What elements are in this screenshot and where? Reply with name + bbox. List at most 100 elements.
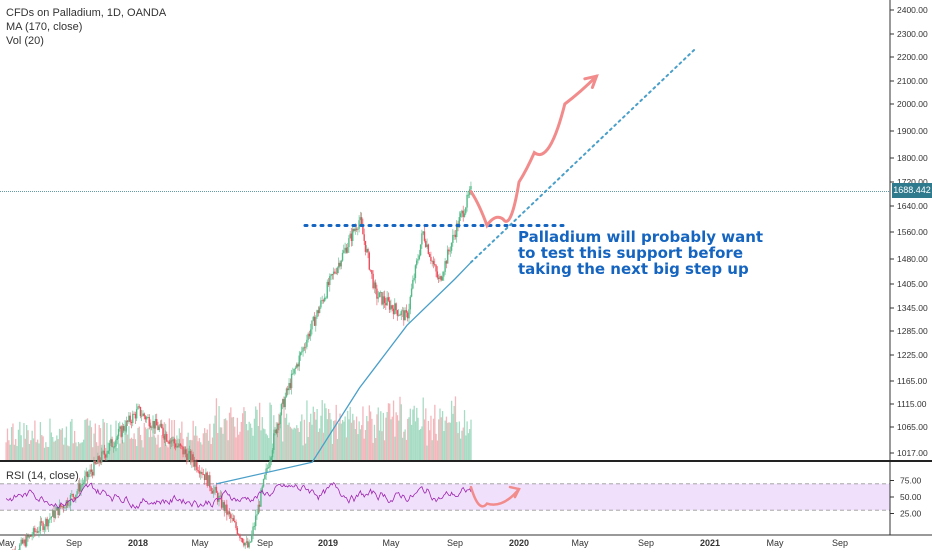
volume-bar bbox=[375, 438, 377, 460]
candle-body bbox=[203, 474, 206, 481]
candle-body bbox=[98, 456, 100, 463]
candle-body bbox=[73, 497, 76, 500]
volume-bar bbox=[61, 428, 63, 460]
candle-body bbox=[149, 426, 152, 428]
volume-bar bbox=[193, 435, 196, 460]
candle-body bbox=[184, 449, 187, 454]
volume-bar bbox=[228, 412, 231, 460]
candle-body bbox=[360, 217, 363, 225]
volume-bar bbox=[9, 444, 11, 460]
candle-body bbox=[27, 535, 29, 538]
volume-bar bbox=[412, 409, 414, 460]
candle-body bbox=[25, 535, 28, 547]
candle-body bbox=[421, 233, 423, 245]
candle-body bbox=[224, 504, 227, 512]
volume-bar bbox=[103, 422, 106, 460]
volume-bar bbox=[73, 430, 76, 460]
candle-body bbox=[194, 462, 197, 467]
candle-body bbox=[249, 541, 252, 543]
legend-vol[interactable]: Vol (20) bbox=[6, 35, 44, 47]
volume-bar bbox=[417, 417, 419, 460]
candle-body bbox=[45, 518, 47, 527]
candle-body bbox=[172, 439, 174, 442]
volume-bar bbox=[128, 426, 130, 460]
candle-body bbox=[353, 228, 355, 231]
volume-bar bbox=[130, 437, 133, 460]
candle-body bbox=[79, 483, 81, 492]
volume-bar bbox=[168, 418, 170, 460]
volume-bar bbox=[313, 411, 316, 460]
candle-body bbox=[112, 446, 115, 448]
volume-bar bbox=[64, 437, 66, 460]
time-tick-label: May bbox=[0, 538, 15, 548]
time-tick-label: May bbox=[382, 538, 400, 548]
volume-bar bbox=[177, 438, 179, 460]
annotation-text[interactable]: Palladium will probably want to test thi… bbox=[518, 228, 764, 278]
volume-bar bbox=[262, 428, 265, 460]
candle-body bbox=[161, 423, 163, 429]
volume-bar bbox=[382, 412, 384, 460]
volume-bar bbox=[372, 442, 374, 460]
candle-body bbox=[346, 247, 349, 253]
legend-title[interactable]: CFDs on Palladium, 1D, OANDA bbox=[6, 7, 167, 19]
candle-body bbox=[385, 303, 387, 306]
volume-bar bbox=[162, 424, 164, 460]
volume-bar bbox=[121, 439, 124, 460]
moving-average-line bbox=[216, 261, 472, 485]
candle-body bbox=[445, 261, 448, 264]
volume-bar bbox=[186, 436, 188, 460]
time-tick-label: Sep bbox=[257, 538, 273, 548]
candle-body bbox=[262, 479, 265, 487]
volume-bar bbox=[274, 433, 276, 460]
projection-path[interactable] bbox=[469, 74, 598, 229]
price-tick-label: 1345.00 bbox=[897, 303, 928, 313]
candle-body bbox=[284, 396, 286, 407]
volume-bar bbox=[355, 416, 358, 460]
volume-bar bbox=[106, 422, 108, 460]
volume-bar bbox=[222, 433, 224, 460]
candle-body bbox=[84, 476, 86, 483]
candle-body bbox=[137, 406, 139, 410]
volume-bar bbox=[322, 432, 325, 460]
volume-bar bbox=[198, 438, 201, 460]
rsi-legend[interactable]: RSI (14, close) bbox=[6, 470, 79, 482]
volume-bar bbox=[334, 420, 336, 460]
legend-ma[interactable]: MA (170, close) bbox=[6, 21, 83, 33]
candle-body bbox=[281, 399, 284, 405]
candle-body bbox=[352, 228, 354, 241]
volume-bar bbox=[133, 433, 135, 460]
candle-body bbox=[450, 242, 453, 251]
candle-body bbox=[108, 443, 111, 451]
candle-body bbox=[138, 406, 140, 408]
candle-body bbox=[381, 292, 383, 305]
volume-bar bbox=[344, 416, 346, 460]
candle-body bbox=[206, 472, 208, 486]
candle-body bbox=[322, 300, 325, 302]
candle-body bbox=[434, 264, 436, 266]
volume-bar bbox=[353, 420, 355, 460]
rsi-projection-path[interactable] bbox=[469, 485, 521, 508]
volume-bar bbox=[401, 437, 404, 460]
candle-body bbox=[126, 420, 129, 422]
candle-body bbox=[99, 462, 102, 463]
candle-body bbox=[241, 538, 244, 543]
time-tick-label: 2021 bbox=[700, 538, 720, 548]
candle-body bbox=[76, 491, 78, 495]
volume-bar bbox=[283, 406, 285, 460]
candle-body bbox=[94, 461, 96, 464]
candle-body bbox=[349, 233, 351, 239]
volume-bar bbox=[364, 429, 367, 460]
candle-body bbox=[303, 347, 306, 349]
volume-bar bbox=[453, 405, 455, 460]
candle-body bbox=[156, 419, 158, 426]
volume-bar bbox=[93, 433, 95, 460]
candle-body bbox=[275, 429, 278, 434]
candle-body bbox=[270, 457, 272, 462]
volume-bar bbox=[463, 410, 466, 460]
volume-bar bbox=[293, 427, 295, 460]
candle-body bbox=[330, 274, 332, 277]
candle-body bbox=[315, 316, 317, 326]
candle-body bbox=[256, 514, 258, 516]
volume-bar bbox=[368, 405, 370, 460]
